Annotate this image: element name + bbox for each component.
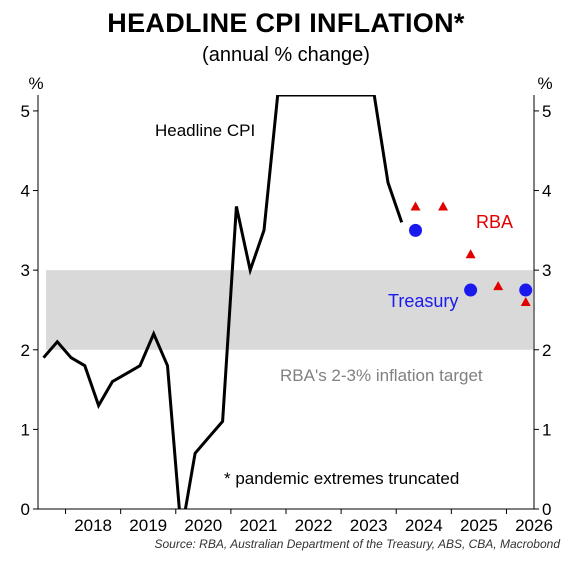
point-treasury-2 — [519, 283, 533, 297]
x-tick-label-2024: 2024 — [405, 516, 443, 535]
point-rba-2 — [465, 249, 476, 259]
point-rba-4 — [520, 297, 531, 306]
y-tick-label-left-1: 1 — [21, 420, 30, 439]
annotation-pandemic-extremes-truncated: * pandemic extremes truncated — [224, 469, 459, 488]
y-axis-unit-left: % — [28, 74, 43, 93]
annotation-treasury: Treasury — [388, 291, 458, 311]
chart-subtitle: (annual % change) — [202, 44, 370, 66]
x-tick-label-2025: 2025 — [460, 516, 498, 535]
series-layer — [42, 95, 533, 509]
point-rba-3 — [493, 281, 504, 291]
point-treasury-1 — [464, 283, 478, 297]
series-line-headline-cpi — [42, 95, 404, 509]
x-tick-label-2023: 2023 — [350, 516, 388, 535]
y-tick-label-right-1: 1 — [542, 420, 551, 439]
y-tick-label-right-4: 4 — [542, 182, 551, 201]
chart-title: HEADLINE CPI INFLATION* — [107, 8, 465, 38]
y-tick-label-right-2: 2 — [542, 341, 551, 360]
axes-layer: 0 0 1 1 2 2 3 3 4 4 5 5% % 2018 2019 2020 2021 2022 2023 20… — [21, 74, 553, 535]
point-treasury-0 — [409, 223, 423, 237]
target-band-layer — [46, 270, 533, 350]
x-tick-label-2022: 2022 — [295, 516, 333, 535]
x-tick-label-2026: 2026 — [515, 516, 553, 535]
y-tick-label-left-4: 4 — [21, 182, 30, 201]
y-tick-label-right-3: 3 — [542, 261, 551, 280]
annotation-rba: RBA — [476, 212, 513, 232]
point-rba-0 — [410, 201, 421, 211]
annotation-headline-cpi: Headline CPI — [155, 121, 255, 140]
target-band — [46, 270, 533, 350]
y-axis-unit-right: % — [537, 74, 552, 93]
x-tick-label-2020: 2020 — [184, 516, 222, 535]
y-tick-label-right-0: 0 — [542, 500, 551, 519]
y-tick-label-left-3: 3 — [21, 261, 30, 280]
x-tick-label-2021: 2021 — [240, 516, 278, 535]
label-layer: Headline CPI RBA Treasury RBA's 2-3% inflat… — [155, 121, 513, 488]
y-tick-label-left-2: 2 — [21, 341, 30, 360]
y-tick-label-right-5: 5 — [542, 102, 551, 121]
y-tick-label-left-0: 0 — [21, 500, 30, 519]
source-note: Source: RBA, Australian Department of th… — [154, 537, 560, 551]
annotation-rba-s-2-3-inflation-target: RBA's 2-3% inflation target — [280, 366, 483, 385]
x-tick-label-2018: 2018 — [74, 516, 112, 535]
y-tick-label-left-5: 5 — [21, 102, 30, 121]
point-rba-1 — [438, 201, 449, 211]
x-tick-label-2019: 2019 — [129, 516, 167, 535]
